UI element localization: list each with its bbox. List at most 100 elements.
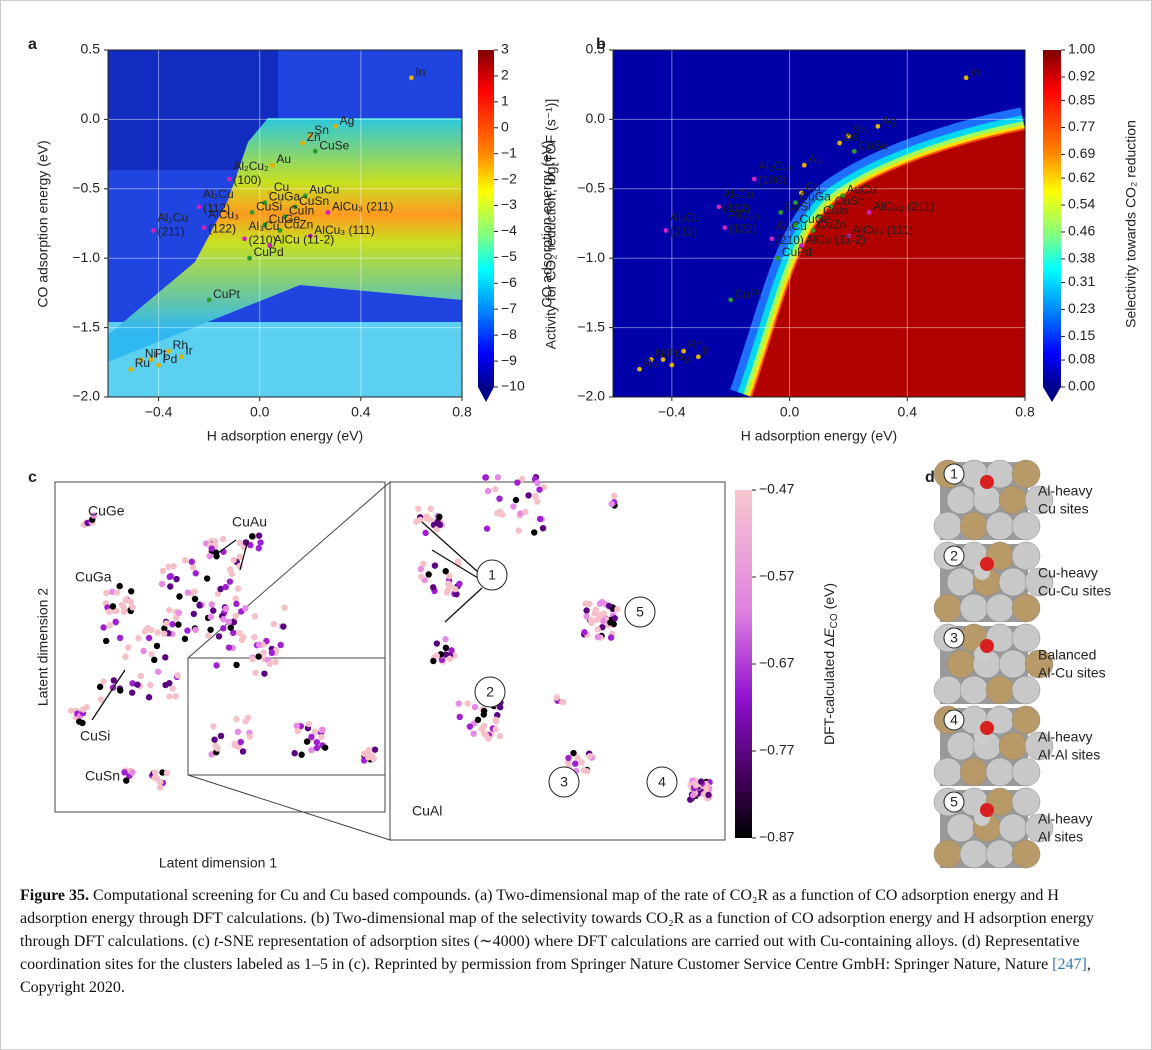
label-line: Ni (145, 347, 156, 361)
tsne-dot (242, 718, 249, 725)
point (292, 204, 298, 210)
tsne-dot (515, 527, 523, 534)
x-tick-label: 0.8 (452, 404, 472, 420)
colorbar-tick-label: 0.38 (1068, 250, 1095, 266)
tsne-dot (151, 656, 158, 664)
tsne-dot (251, 633, 258, 641)
tsne-dot (442, 568, 449, 575)
tsne-dot (125, 644, 132, 651)
tsne-dot (313, 744, 321, 752)
point (793, 222, 798, 228)
tsne-dot (76, 718, 83, 725)
label-line: (112) (203, 201, 230, 215)
caption-label: Figure 35. (20, 887, 90, 904)
tsne-dot (213, 662, 220, 669)
atom (933, 593, 963, 623)
label-line: CuPd (254, 245, 284, 259)
label-line: (211) (670, 225, 697, 239)
label-line: Ag (340, 114, 355, 128)
tsne-dot (291, 750, 298, 757)
colorbar-tick-label: 0.54 (1068, 196, 1095, 212)
tsne-dot (581, 629, 588, 636)
tsne-dot (122, 596, 130, 604)
point (751, 176, 757, 182)
tsne-dot (539, 524, 547, 532)
tsne-dot (607, 634, 615, 641)
point-label: Au (808, 152, 823, 166)
point-label: Pd (676, 352, 691, 366)
point (333, 123, 338, 129)
y-axis-label: CO adsorption energy (eV) (35, 140, 51, 307)
tsne-dot (234, 585, 242, 592)
colorbar-tick-label: −8 (501, 326, 517, 342)
colorbar-tick-label: 0.46 (1068, 223, 1095, 239)
colorbar-tick-label: 0.62 (1068, 169, 1095, 185)
point-label: AlCu₃ (122) (729, 208, 760, 236)
zoom-line (187, 481, 391, 659)
tsne-dot (448, 647, 455, 654)
point-label: CuSe (858, 138, 888, 152)
site-label: Al-Cu sites (1038, 665, 1106, 681)
atom (946, 813, 976, 843)
panel-letter: d (925, 469, 935, 486)
cluster-number: 4 (658, 774, 666, 790)
colorbar-tick-label: −0.67 (759, 655, 795, 671)
tsne-dot (140, 647, 147, 655)
tsne-dot (293, 722, 301, 730)
colorbar-tick-label: −4 (501, 222, 517, 238)
adsorbate (980, 475, 994, 489)
tsne-dot (181, 557, 189, 564)
point (846, 133, 851, 139)
tsne-dot (233, 715, 240, 723)
atom (1024, 485, 1054, 515)
atom (1011, 541, 1041, 571)
point-label: Pd (163, 352, 178, 366)
point (201, 225, 207, 231)
y-tick-label: 0.5 (586, 41, 606, 57)
point-label: Cu (274, 180, 289, 194)
tsne-dot (565, 754, 572, 762)
label-line: Pd (676, 352, 691, 366)
tsne-dot (162, 681, 169, 689)
site-label: Cu-Cu sites (1038, 583, 1111, 599)
x-tick-label: 0.8 (1015, 404, 1035, 420)
colorbar-tick-label: −5 (501, 248, 517, 264)
tsne-dot (319, 726, 326, 734)
point (769, 236, 775, 242)
label-line: In (970, 65, 980, 79)
point-label: CuZn (817, 218, 846, 232)
point-label: Pt (155, 347, 167, 361)
alloy-label: CuAl (412, 803, 442, 819)
tsne-dot (452, 585, 459, 593)
reference[interactable]: [247] (1052, 956, 1087, 973)
tsne-dot (158, 580, 166, 588)
tsne-dot (246, 733, 254, 740)
point-label: Al₂Cu₂ (100) (233, 159, 269, 187)
point (138, 357, 144, 362)
tsne-dot (255, 532, 263, 539)
colorbar-tick-label: −9 (501, 352, 517, 368)
atom (959, 839, 989, 869)
point-label: AlCu (11-2) (274, 233, 334, 247)
point-label: Ir (702, 344, 709, 358)
colorbar-tick-label: 0.77 (1068, 118, 1095, 134)
tsne-dot (234, 728, 242, 736)
figure: a b H adsorption energy (eV) H adsorptio… (28, 36, 1139, 870)
y-tick-label: −0.5 (72, 180, 100, 196)
y-tick-label: 0.0 (586, 110, 606, 126)
colorbar-tick-label: 0 (501, 118, 509, 134)
y-tick-label: −0.5 (577, 180, 605, 196)
cluster-number: 5 (636, 604, 644, 620)
tsne-dot (173, 575, 180, 583)
tsne-dot (482, 474, 490, 481)
tsne-dot (162, 654, 169, 661)
tsne-dot (560, 698, 567, 706)
label-part: DFT-calculated Δ (821, 638, 837, 745)
site-label: Al-heavy (1038, 483, 1092, 499)
tsne-dot (110, 677, 118, 684)
tsne-dot (225, 644, 233, 651)
atom (1011, 675, 1041, 705)
point-label: Al₂Cu (112) (203, 187, 234, 215)
tsne-dot (203, 575, 211, 582)
tsne-dot (217, 585, 224, 593)
